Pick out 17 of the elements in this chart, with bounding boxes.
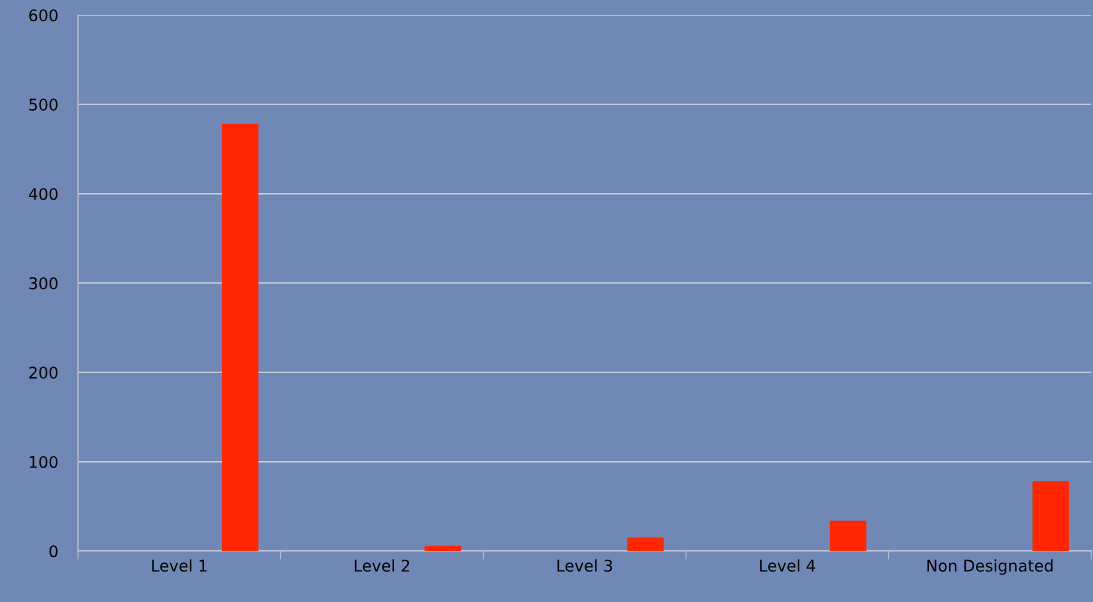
x-tick-label: Level 2 <box>354 559 410 572</box>
x-tick-label: Level 3 <box>557 559 613 572</box>
bar <box>1032 481 1069 552</box>
y-tick-label: 500 <box>29 98 58 111</box>
y-tick-label: 100 <box>29 455 58 468</box>
y-tick-label: 300 <box>29 277 58 290</box>
bar <box>424 545 462 552</box>
bar <box>829 520 867 552</box>
x-tick-label: Level 4 <box>760 559 816 572</box>
y-tick-label: 400 <box>28 187 58 200</box>
y-tick-label: 600 <box>29 9 58 22</box>
x-tick-label: Level 1 <box>152 559 207 572</box>
x-tick-label: Non Designated <box>927 559 1053 575</box>
y-tick-label: 0 <box>49 545 58 558</box>
bar <box>221 124 259 552</box>
bar <box>627 537 664 552</box>
y-tick-label: 200 <box>29 366 58 379</box>
